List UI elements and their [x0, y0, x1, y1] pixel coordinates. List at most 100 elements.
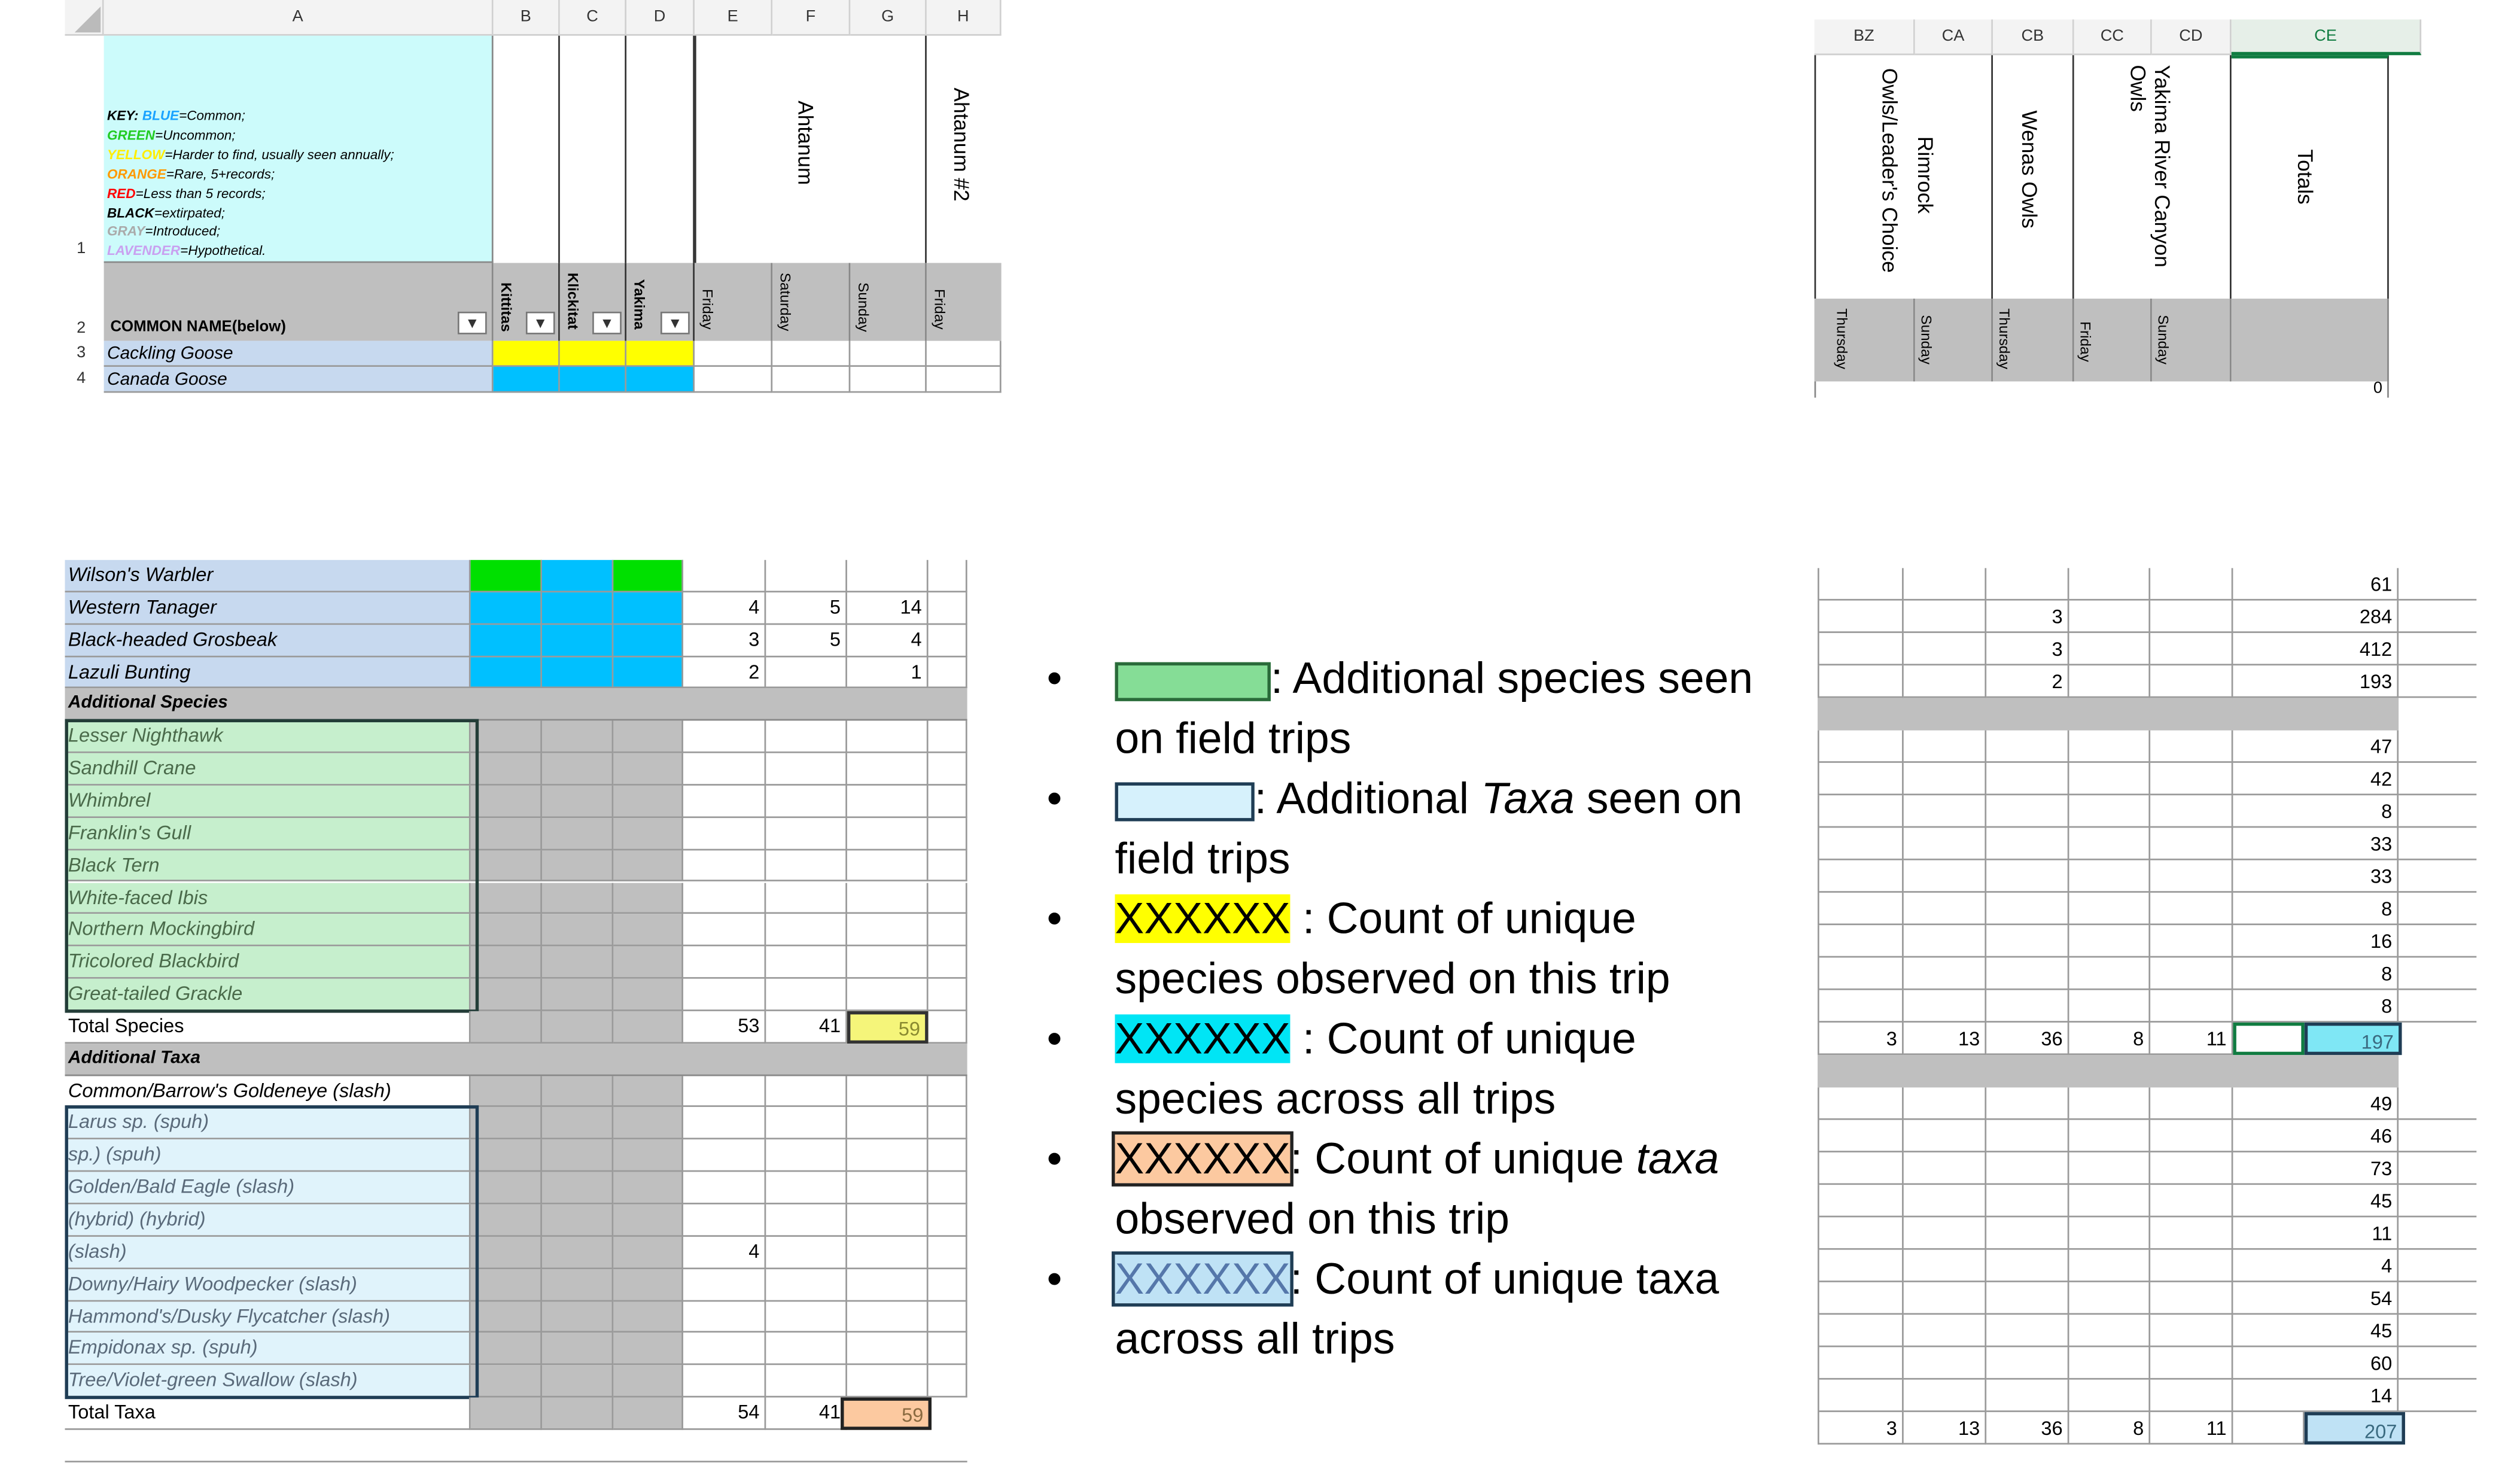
count-cell[interactable]: [1818, 632, 1904, 666]
count-cell[interactable]: [766, 1365, 847, 1398]
count-cell[interactable]: [683, 785, 766, 818]
count-cell[interactable]: [1903, 1249, 1987, 1282]
county-cell[interactable]: [541, 1397, 614, 1430]
totals-cell[interactable]: 33: [2233, 860, 2399, 893]
count-cell[interactable]: [683, 1204, 766, 1237]
count-cell[interactable]: [2069, 632, 2151, 666]
count-cell[interactable]: [928, 656, 967, 689]
county-cell[interactable]: [541, 1269, 614, 1301]
count-cell[interactable]: 3: [683, 624, 766, 657]
count-cell[interactable]: [683, 1365, 766, 1398]
count-cell[interactable]: [1818, 568, 1904, 601]
count-cell[interactable]: [928, 1075, 967, 1108]
count-cell[interactable]: [1903, 957, 1987, 990]
count-cell[interactable]: [1818, 1087, 1904, 1120]
total-species-label[interactable]: Total Species: [65, 1011, 471, 1044]
count-cell[interactable]: [1818, 1185, 1904, 1218]
species-name-cell[interactable]: Canada Goose: [104, 367, 494, 393]
filter-dropdown-klickitat[interactable]: ▼: [592, 311, 622, 334]
additional-species-name[interactable]: Northern Mockingbird: [65, 914, 471, 947]
cell-f3[interactable]: [772, 340, 851, 367]
county-cell[interactable]: [613, 1139, 683, 1172]
count-cell[interactable]: [766, 785, 847, 818]
county-cell[interactable]: [613, 1172, 683, 1205]
cell-f4[interactable]: [772, 367, 851, 393]
count-cell[interactable]: [766, 1204, 847, 1237]
day-header-cc2[interactable]: Friday: [2074, 299, 2152, 382]
count-cell[interactable]: [928, 882, 967, 915]
county-cell[interactable]: [613, 1011, 683, 1044]
count-cell[interactable]: [928, 592, 967, 625]
count-cell[interactable]: [1818, 1120, 1904, 1152]
county-cell[interactable]: [613, 946, 683, 979]
count-cell[interactable]: [766, 1075, 847, 1108]
county-cell[interactable]: [613, 785, 683, 818]
county-cell[interactable]: [470, 1011, 542, 1044]
county-cell[interactable]: [541, 914, 614, 947]
count-cell[interactable]: [928, 1236, 967, 1269]
total-species-e[interactable]: 53: [683, 1011, 766, 1044]
total-species-this-trip[interactable]: 59: [847, 1011, 929, 1044]
county-cell[interactable]: [541, 1333, 614, 1365]
cell-d1[interactable]: [626, 35, 695, 263]
count-cell[interactable]: [928, 946, 967, 979]
count-cell[interactable]: [1818, 730, 1904, 763]
count-cell[interactable]: [2150, 1152, 2233, 1185]
county-cell[interactable]: [470, 656, 542, 689]
count-cell[interactable]: [1818, 1152, 1904, 1185]
count-cell[interactable]: [2150, 1379, 2233, 1412]
count-cell[interactable]: [1818, 860, 1904, 893]
totals-cell[interactable]: 412: [2233, 632, 2399, 666]
count-cell[interactable]: [683, 721, 766, 753]
count-cell[interactable]: [1986, 892, 2069, 926]
additional-species-name[interactable]: Whimbrel: [65, 785, 471, 818]
count-cell[interactable]: [1903, 1120, 1987, 1152]
key-cell[interactable]: KEY: BLUE=Common; GREEN=Uncommon; YELLOW…: [104, 35, 494, 263]
county-cell[interactable]: [613, 1236, 683, 1269]
county-cell[interactable]: [541, 592, 614, 625]
count-cell[interactable]: [928, 914, 967, 947]
total-species-count[interactable]: 11: [2150, 1022, 2233, 1056]
day-header-cb2[interactable]: Thursday: [1992, 299, 2074, 382]
count-cell[interactable]: 5: [766, 592, 847, 625]
count-cell[interactable]: [2069, 1379, 2151, 1412]
county-cell[interactable]: [613, 559, 683, 592]
count-cell[interactable]: [928, 753, 967, 786]
count-cell[interactable]: [683, 1108, 766, 1140]
count-cell[interactable]: [1818, 1249, 1904, 1282]
county-cell[interactable]: [613, 1301, 683, 1334]
blank-cell[interactable]: [2399, 1380, 2477, 1412]
count-cell[interactable]: [683, 753, 766, 786]
blank-cell[interactable]: [2399, 665, 2477, 698]
count-cell[interactable]: [683, 1269, 766, 1301]
additional-species-name[interactable]: Black Tern: [65, 850, 471, 883]
count-cell[interactable]: [2150, 1315, 2233, 1348]
filter-dropdown-common-name[interactable]: ▼: [457, 311, 487, 334]
row-number-1[interactable]: 1: [77, 240, 86, 258]
count-cell[interactable]: [1986, 1347, 2069, 1380]
count-cell[interactable]: [2150, 925, 2233, 958]
column-header-h[interactable]: H: [926, 0, 1002, 36]
count-cell[interactable]: [847, 1075, 929, 1108]
totals-cell[interactable]: 8: [2233, 957, 2399, 990]
count-cell[interactable]: [1986, 990, 2069, 1023]
county-cell[interactable]: [613, 1365, 683, 1398]
blank-cell[interactable]: [2399, 568, 2477, 601]
count-cell[interactable]: [847, 785, 929, 818]
county-cell[interactable]: [613, 882, 683, 915]
county-cell[interactable]: [613, 1204, 683, 1237]
count-cell[interactable]: [2150, 665, 2233, 698]
count-cell[interactable]: [766, 978, 847, 1011]
count-cell[interactable]: [766, 559, 847, 592]
count-cell[interactable]: [1818, 1347, 1904, 1380]
count-cell[interactable]: [766, 1108, 847, 1140]
total-taxa-this-trip[interactable]: 59: [841, 1397, 932, 1430]
day-header-bz2[interactable]: Thursday: [1814, 299, 1915, 382]
count-cell[interactable]: [1986, 1249, 2069, 1282]
count-cell[interactable]: [928, 850, 967, 883]
row-number-3[interactable]: 3: [77, 344, 86, 362]
totals-cell[interactable]: 73: [2233, 1152, 2399, 1185]
column-header-ce[interactable]: CE: [2231, 19, 2422, 56]
county-cell[interactable]: [470, 1365, 542, 1398]
blank-cell[interactable]: [2399, 893, 2477, 926]
